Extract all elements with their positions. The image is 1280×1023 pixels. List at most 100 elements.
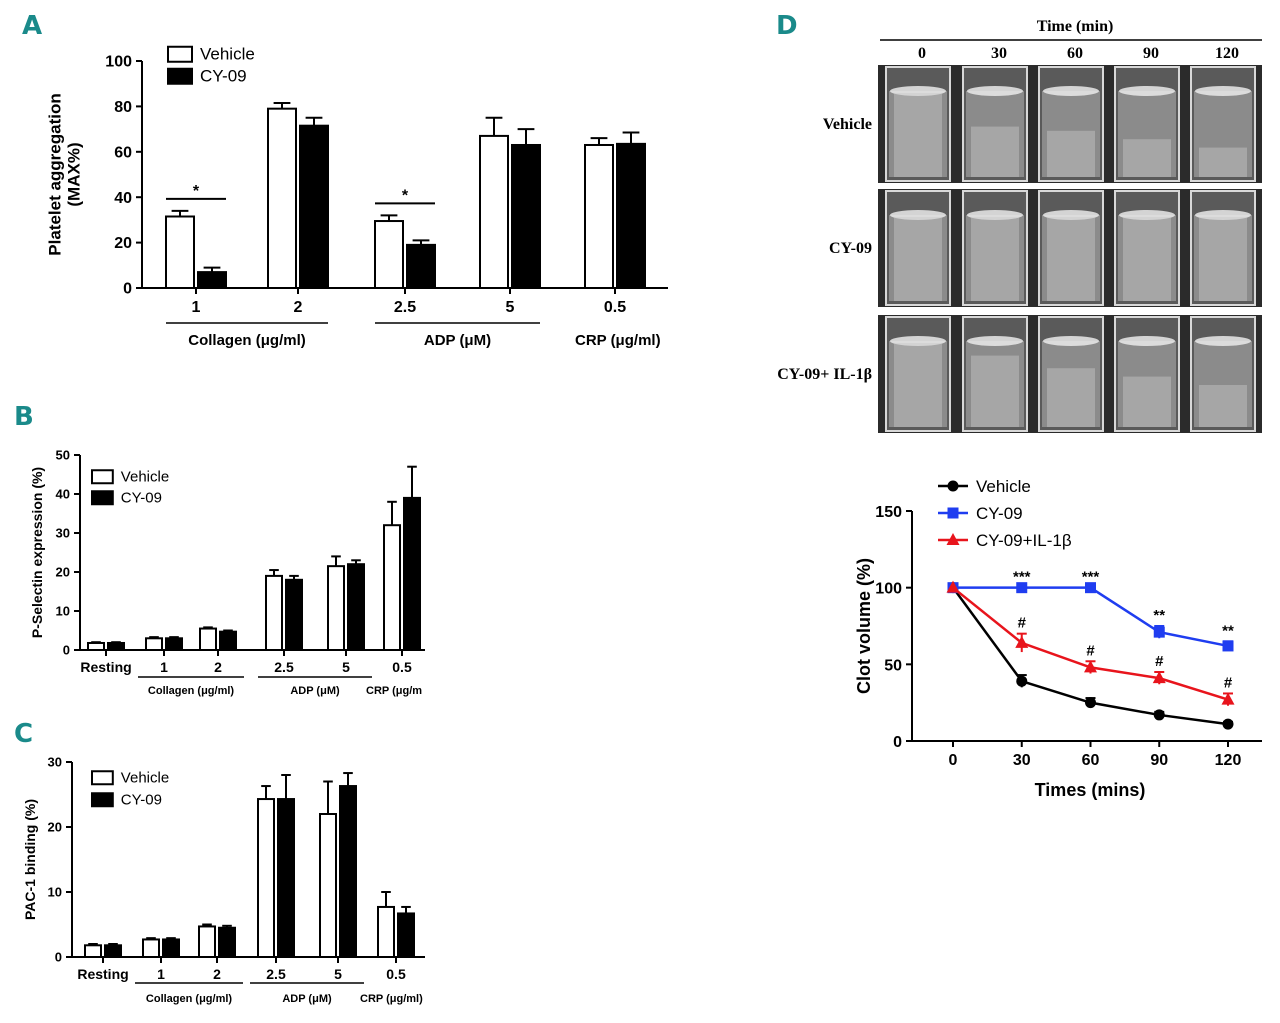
bar-vehicle	[257, 798, 275, 958]
panel-a: A 0 20 40 60 80 100 Platelet aggregation (MAX%) 1…	[22, 11, 668, 349]
legend-label: CY-09	[121, 791, 162, 808]
tube-liquid	[1118, 215, 1176, 301]
clot	[1047, 217, 1095, 301]
panel-label-b: B	[14, 402, 34, 432]
meniscus	[1043, 210, 1099, 220]
tube-liquid	[1042, 215, 1100, 301]
clot-volume-chart: 0 50 100 150 0 30 60 90 120 Times (mins) Clot volu…	[854, 477, 1262, 800]
bar-cy-09	[511, 143, 541, 289]
meniscus	[1119, 210, 1175, 220]
bar-cy-09	[107, 641, 125, 651]
legend-swatch	[167, 45, 193, 63]
clot	[1123, 217, 1171, 301]
bar-cy-09	[397, 912, 415, 959]
tube-liquid	[889, 341, 947, 427]
tube-liquid	[889, 215, 947, 301]
panel-label-a: A	[22, 11, 42, 41]
clot	[894, 217, 942, 301]
significance-mark: #	[1224, 674, 1233, 691]
significance-mark: #	[1155, 653, 1164, 670]
time-label: 60	[1067, 45, 1083, 62]
x-tick-label: 1	[157, 966, 165, 982]
y-axis-label: Platelet aggregation	[46, 93, 65, 255]
photo-row-label: CY-09+ IL-1β	[777, 366, 872, 383]
x-tick-label: 2.5	[274, 659, 294, 675]
time-label: 90	[1143, 45, 1159, 62]
significance-mark: *	[193, 183, 200, 200]
photo-row-label: CY-09	[829, 240, 872, 257]
data-point	[1016, 582, 1028, 594]
bar-vehicle	[584, 143, 614, 289]
bar-vehicle	[84, 944, 102, 958]
legend-label: CY-09	[200, 67, 247, 86]
x-axis-label: Times (mins)	[1035, 780, 1146, 800]
x-tick-label: 90	[1150, 752, 1168, 769]
bar-vehicle	[198, 925, 216, 959]
y-tick-label: 0	[893, 734, 902, 751]
bar-cy-09	[616, 142, 646, 289]
legend-label: CY-09	[976, 504, 1023, 523]
x-tick-label: 1	[192, 299, 201, 316]
data-point	[1153, 626, 1165, 638]
y-tick-label: 20	[114, 235, 132, 252]
meniscus	[1195, 210, 1251, 220]
y-tick-label: 100	[105, 54, 132, 71]
data-point	[1153, 709, 1165, 721]
y-tick-label: 40	[56, 487, 70, 502]
group-label: ADP (μM)	[290, 685, 340, 697]
meniscus	[890, 336, 946, 346]
clot	[1123, 376, 1171, 427]
clot	[1199, 385, 1247, 427]
clot	[1199, 147, 1247, 177]
y-tick-label: 30	[48, 755, 62, 770]
group-label: Collagen (μg/ml)	[188, 332, 306, 349]
series-cy-09-il-1-	[946, 580, 1235, 706]
group-label: ADP (μM)	[424, 332, 491, 349]
clot	[971, 217, 1019, 301]
bar-vehicle	[265, 574, 283, 652]
meniscus	[1119, 336, 1175, 346]
y-tick-label: 60	[114, 144, 132, 161]
tube-liquid	[1194, 215, 1252, 301]
bar-cy-09	[197, 271, 227, 289]
data-point	[1085, 697, 1096, 709]
bar-vehicle	[479, 134, 509, 289]
meniscus	[1195, 336, 1251, 346]
significance-mark: ***	[1082, 569, 1100, 586]
x-tick-label: 5	[334, 966, 342, 982]
y-axis-label: PAC-1 binding (%)	[22, 799, 38, 920]
bar-vehicle	[145, 637, 163, 651]
x-tick-label: 0.5	[604, 299, 626, 316]
significance-mark: **	[1153, 607, 1165, 624]
photo-row-label: Vehicle	[823, 116, 872, 133]
x-tick-label: 0	[949, 752, 958, 769]
tube-photo-row	[878, 189, 1262, 307]
bar-cy-09	[406, 243, 436, 289]
data-point	[1084, 660, 1097, 673]
bar-cy-09	[285, 578, 303, 651]
panel-d: D Time (min) 0 30 60 90 120 Vehicle CY-09 CY-09+ …	[776, 11, 1262, 433]
data-point	[1222, 718, 1234, 730]
significance-mark: ***	[1013, 569, 1031, 586]
time-label: 30	[991, 45, 1007, 62]
tube-liquid	[1118, 91, 1176, 177]
legend-swatch	[91, 792, 114, 808]
legend-marker	[947, 480, 959, 492]
bar-cy-09	[165, 637, 183, 651]
clot	[1047, 368, 1095, 427]
legend-label: Vehicle	[121, 769, 169, 786]
significance-mark: *	[402, 187, 409, 204]
bar-vehicle	[267, 107, 297, 289]
data-point	[1015, 635, 1029, 648]
legend-swatch	[91, 770, 114, 786]
meniscus	[1195, 86, 1251, 96]
meniscus	[890, 86, 946, 96]
meniscus	[1043, 336, 1099, 346]
meniscus	[967, 86, 1023, 96]
bar-cy-09	[277, 798, 295, 958]
x-tick-label: 5	[506, 299, 515, 316]
bar-cy-09	[162, 938, 180, 959]
series-line	[953, 586, 1229, 648]
bar-vehicle	[383, 524, 401, 652]
